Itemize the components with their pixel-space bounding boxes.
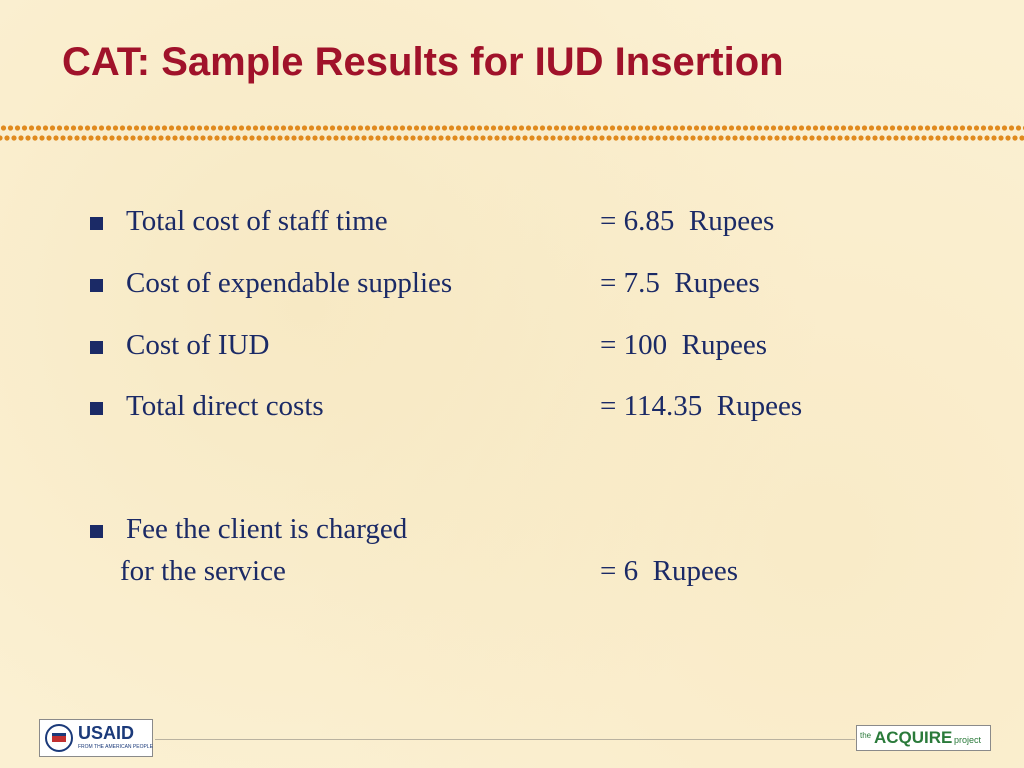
item-row: Fee the client is charged xyxy=(0,513,1024,549)
item-row: Cost of IUD = 100 Rupees xyxy=(0,329,1024,365)
bullet xyxy=(90,525,103,538)
item-label: Fee the client is charged xyxy=(126,513,408,545)
item-row: Total direct costs = 114.35 Rupees xyxy=(0,390,1024,426)
item-value: = 6 Rupees xyxy=(600,555,738,587)
bullet xyxy=(90,279,103,292)
slide-title: CAT: Sample Results for IUD Insertion xyxy=(62,40,784,84)
usaid-logo: USAID FROM THE AMERICAN PEOPLE xyxy=(39,719,153,757)
item-label: Cost of expendable supplies xyxy=(126,267,453,299)
item-value: = 6.85 Rupees xyxy=(600,205,775,237)
item-row: for the service = 6 Rupees xyxy=(0,555,1024,591)
footer-line xyxy=(155,739,855,740)
bullet xyxy=(90,341,103,354)
item-label: Total direct costs xyxy=(126,390,324,422)
item-value: = 100 Rupees xyxy=(600,329,767,361)
bullet xyxy=(90,402,103,415)
acquire-name: ACQUIRE xyxy=(874,728,953,747)
usaid-name: USAID xyxy=(78,723,135,743)
item-label: Cost of IUD xyxy=(126,329,270,361)
acquire-suffix: project xyxy=(954,735,982,745)
item-label: Total cost of staff time xyxy=(126,205,388,237)
acquire-logo: the ACQUIRE project xyxy=(856,725,991,751)
item-row: Total cost of staff time = 6.85 Rupees xyxy=(0,205,1024,241)
item-row: Cost of expendable supplies = 7.5 Rupees xyxy=(0,267,1024,303)
item-value: = 114.35 Rupees xyxy=(600,390,803,422)
item-value: = 7.5 Rupees xyxy=(600,267,760,299)
dotted-divider xyxy=(0,124,1024,144)
usaid-seal xyxy=(45,724,73,752)
usaid-tagline: FROM THE AMERICAN PEOPLE xyxy=(78,744,153,750)
item-label: for the service xyxy=(120,555,286,587)
acquire-prefix: the xyxy=(860,731,872,740)
bullet xyxy=(90,217,103,230)
